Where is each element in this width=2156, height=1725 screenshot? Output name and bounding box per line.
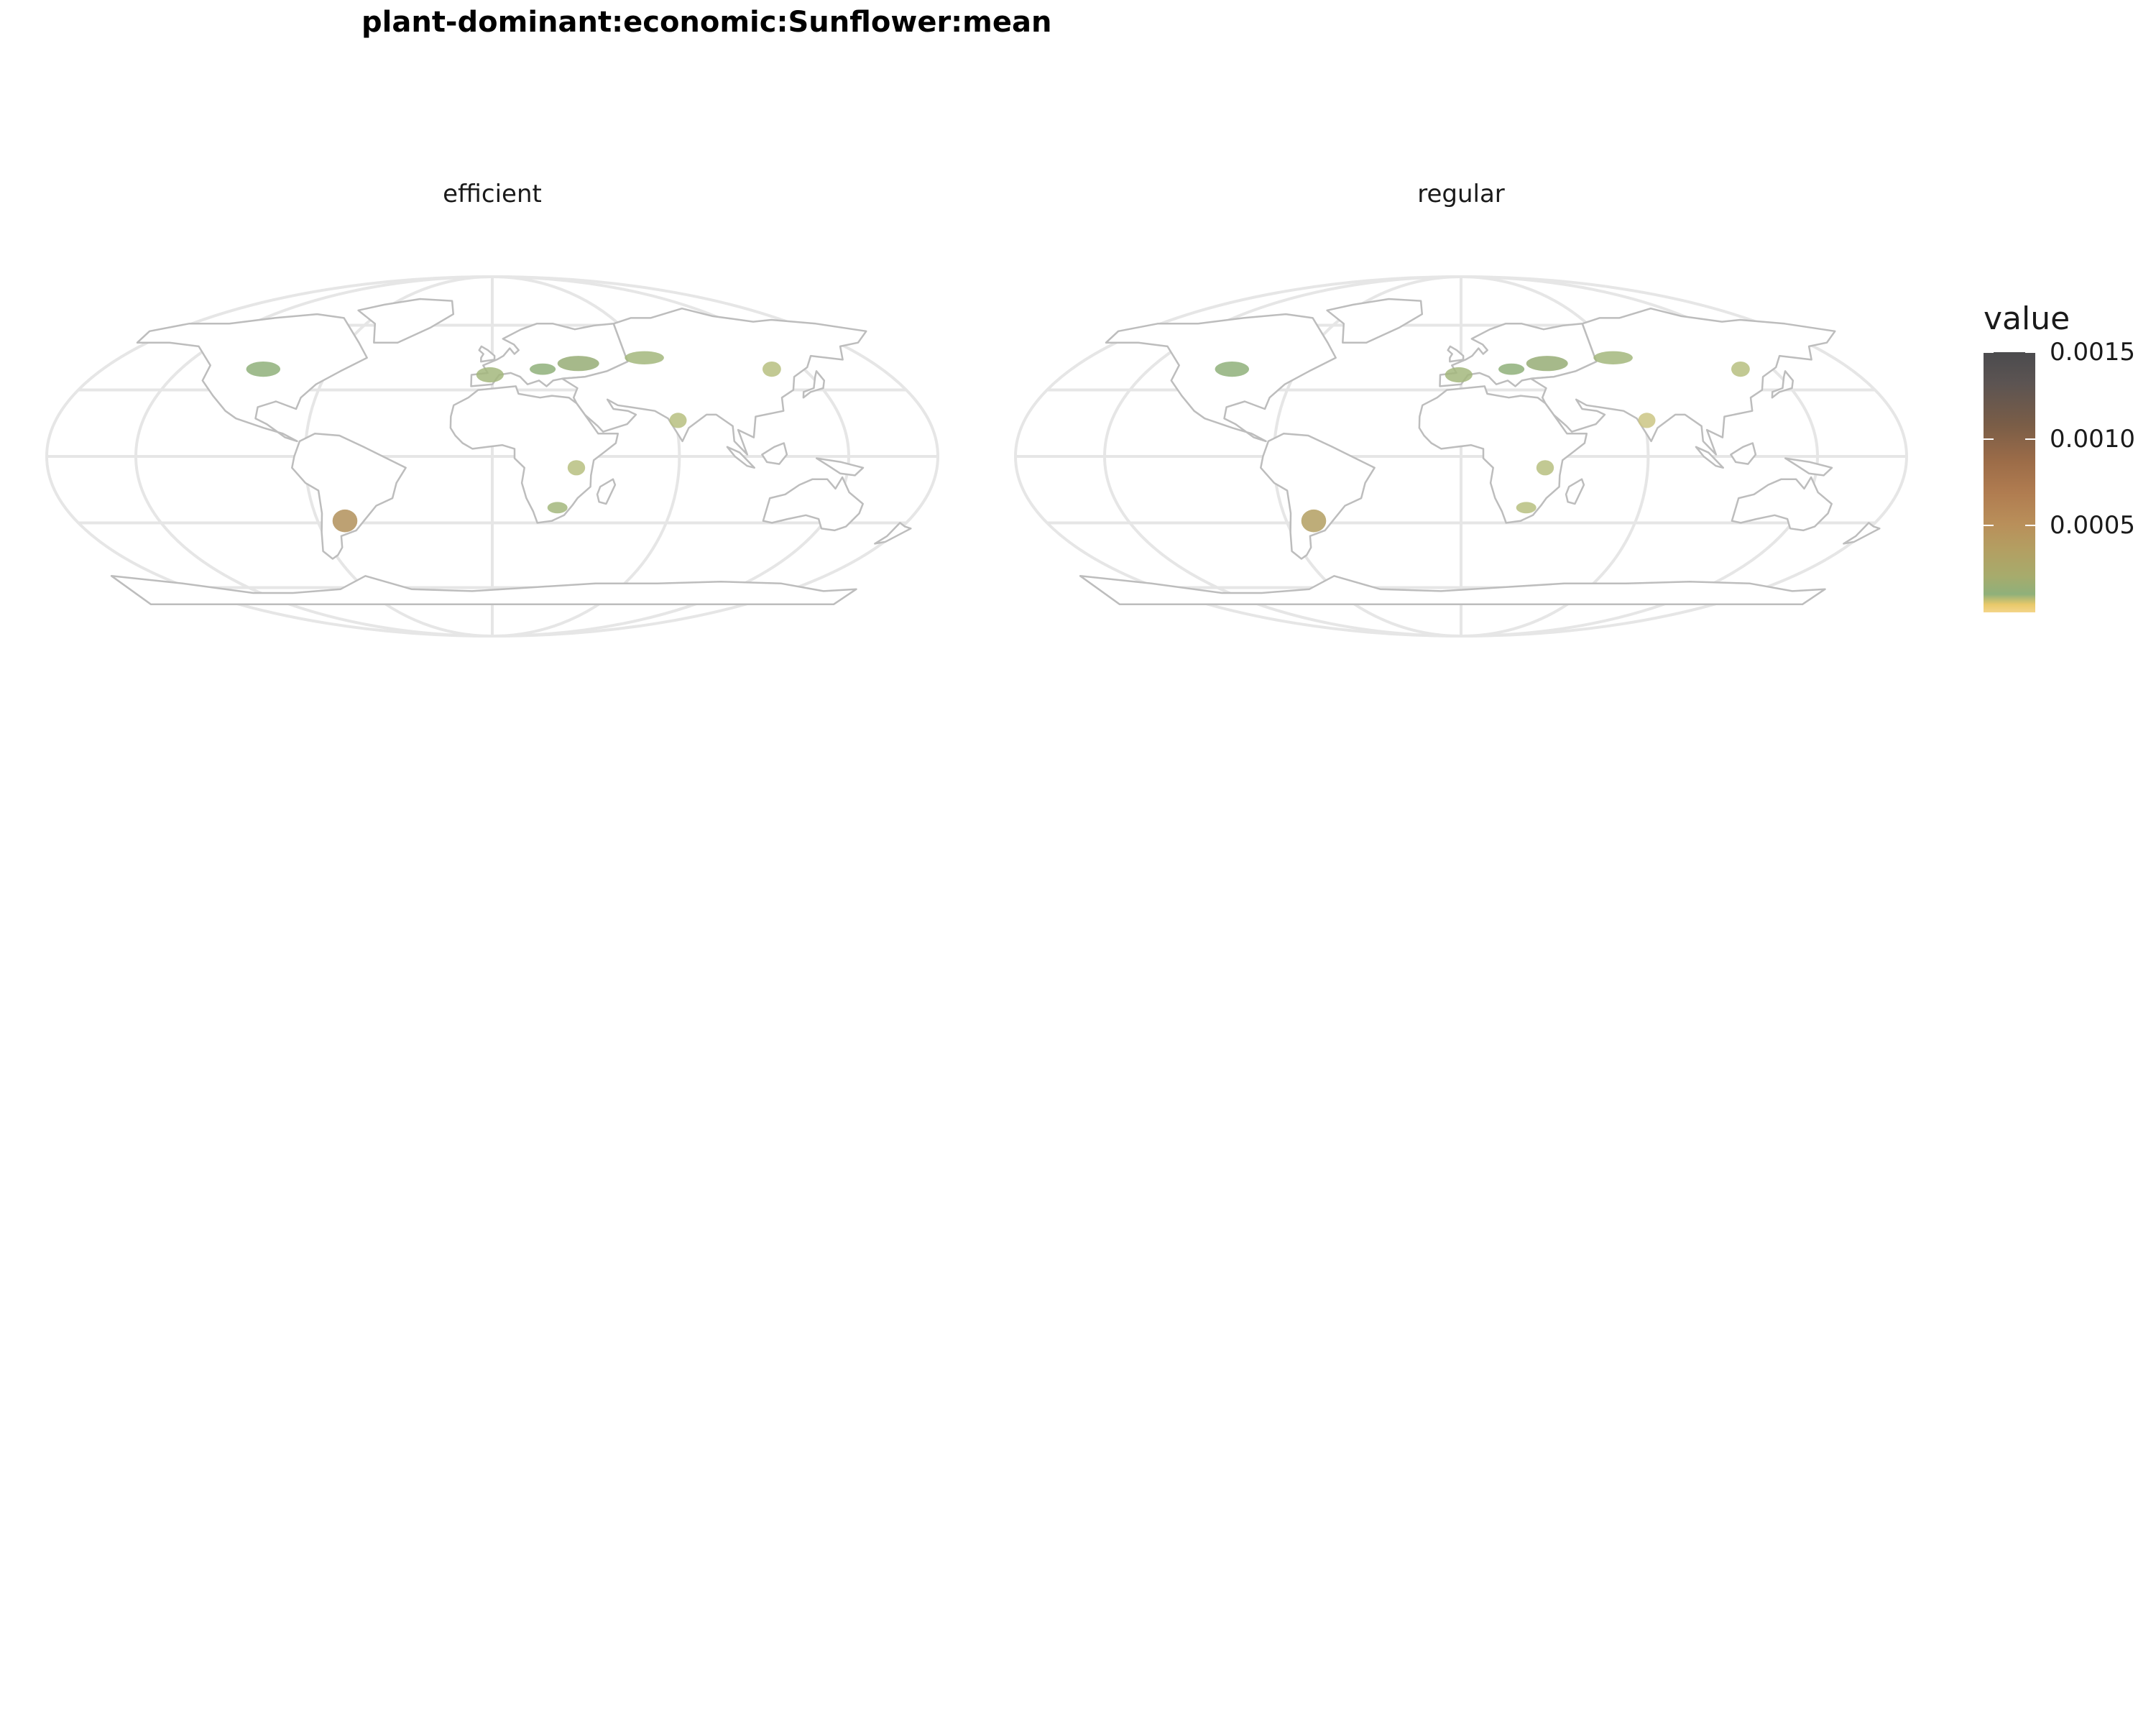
- landmass-greenland: [357, 298, 455, 344]
- landmass-australia: [762, 476, 864, 532]
- region-kazakhstan: [1593, 351, 1633, 364]
- landmass-newZealand: [1843, 522, 1881, 545]
- landmass-northAmerica: [136, 313, 368, 443]
- landmass-southAmerica: [291, 433, 407, 560]
- landmass-southAmerica: [1260, 433, 1376, 560]
- landmasses: [1079, 298, 1881, 606]
- landmass-europe: [1439, 323, 1598, 387]
- landmass-europe: [470, 323, 629, 387]
- landmass-newZealand: [874, 522, 912, 545]
- region-eastern-europe-romania-bulgaria-hungary: [1498, 363, 1525, 375]
- landmass-antarctica: [110, 575, 857, 606]
- landmass-britain: [478, 345, 496, 363]
- landmass-greenland: [1326, 298, 1424, 344]
- map-svg-regular: [1014, 275, 1908, 638]
- landmass-borneo: [761, 442, 788, 465]
- landmass-africa: [449, 385, 619, 524]
- landmass-japan: [802, 370, 826, 399]
- region-argentina-pampas: [1301, 509, 1327, 533]
- landmass-sumatra: [1695, 446, 1724, 469]
- region-northern-great-plains-usa: [1215, 362, 1249, 377]
- legend-tick-label: 0.0015: [2050, 338, 2135, 367]
- legend-colorbar: [1984, 352, 2035, 612]
- color-legend: value 0.0015 0.0010 0.0005: [1984, 300, 2142, 631]
- region-ukraine-southern-russia: [557, 356, 599, 372]
- landmass-madagascar: [596, 478, 617, 505]
- region-india: [1638, 413, 1656, 428]
- landmass-africa: [1418, 385, 1588, 524]
- legend-tick: [2025, 438, 2035, 440]
- map-svg-efficient: [45, 275, 939, 638]
- region-kazakhstan: [625, 351, 664, 364]
- region-eastern-europe-romania-bulgaria-hungary: [530, 363, 556, 375]
- legend-tick: [1984, 525, 1994, 527]
- landmass-borneo: [1730, 442, 1757, 465]
- legend-tick-label: 0.0010: [2050, 424, 2135, 454]
- legend-tick: [2025, 351, 2035, 353]
- map-panel-efficient: [18, 230, 967, 690]
- landmass-japan: [1771, 370, 1795, 399]
- region-northeast-china: [763, 362, 781, 377]
- region-argentina-pampas: [332, 509, 358, 533]
- landmasses: [110, 298, 912, 606]
- value-regions: [246, 351, 781, 533]
- legend-tick: [2025, 525, 2035, 527]
- region-india: [669, 413, 687, 428]
- region-northern-great-plains-usa: [246, 362, 280, 377]
- panel-label-efficient: efficient: [443, 180, 542, 208]
- region-tanzania: [567, 460, 586, 476]
- chart-title: plant-dominant:economic:Sunflower:mean: [361, 6, 1052, 39]
- panel-label-regular: regular: [1417, 180, 1505, 208]
- region-northeast-china: [1731, 362, 1750, 377]
- region-ukraine-southern-russia: [1526, 356, 1568, 372]
- legend-tick: [1984, 438, 1994, 440]
- landmass-newGuinea: [815, 457, 865, 477]
- landmass-britain: [1447, 345, 1465, 363]
- region-south-africa: [547, 502, 568, 514]
- map-panel-regular: [987, 230, 1935, 690]
- landmass-madagascar: [1565, 478, 1585, 505]
- region-western-europe-france-spain: [1445, 367, 1473, 383]
- landmass-newGuinea: [1784, 457, 1833, 477]
- legend-tick-label: 0.0005: [2050, 511, 2135, 540]
- region-western-europe-france-spain: [476, 367, 504, 383]
- region-south-africa: [1516, 502, 1537, 514]
- legend-title: value: [1984, 300, 2070, 337]
- value-regions: [1215, 351, 1750, 533]
- landmass-northAmerica: [1105, 313, 1337, 443]
- landmass-sumatra: [726, 446, 755, 469]
- landmass-antarctica: [1079, 575, 1826, 606]
- region-tanzania: [1536, 460, 1554, 476]
- legend-tick: [1984, 351, 1994, 353]
- landmass-australia: [1731, 476, 1833, 532]
